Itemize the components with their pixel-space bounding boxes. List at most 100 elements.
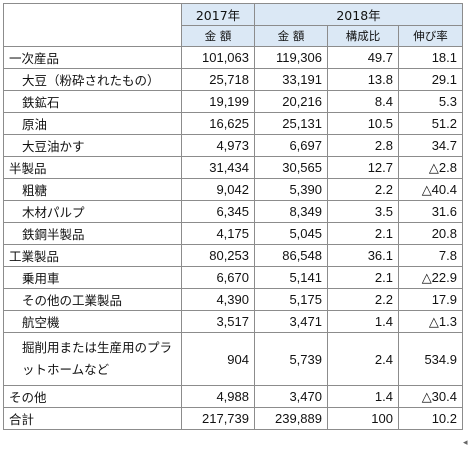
header-growth: 伸び率 [398, 25, 463, 47]
share-cell: 10.5 [327, 112, 399, 135]
row-label: 鉄鉱石 [3, 90, 182, 113]
amount-2018-cell: 3,470 [254, 385, 328, 408]
share-cell: 1.4 [327, 310, 399, 333]
growth-cell: 7.8 [398, 244, 463, 267]
growth-cell: 17.9 [398, 288, 463, 311]
table-row: 鉄鋼半製品 4,175 5,045 2.1 20.8 [3, 222, 463, 245]
amount-2017-cell: 4,973 [181, 134, 255, 157]
growth-cell: 10.2 [398, 407, 463, 430]
growth-cell: △2.8 [398, 156, 463, 179]
amount-2017-cell: 6,345 [181, 200, 255, 223]
table-row: 工業製品 80,253 86,548 36.1 7.8 [3, 244, 463, 267]
amount-2017-cell: 16,625 [181, 112, 255, 135]
table-row: 粗糖 9,042 5,390 2.2 △40.4 [3, 178, 463, 201]
amount-2017-cell: 4,175 [181, 222, 255, 245]
amount-2018-cell: 8,349 [254, 200, 328, 223]
row-label: 大豆油かす [3, 134, 182, 157]
share-cell: 2.1 [327, 266, 399, 289]
share-cell: 2.1 [327, 222, 399, 245]
amount-2017-cell: 4,390 [181, 288, 255, 311]
share-cell: 12.7 [327, 156, 399, 179]
growth-cell: 31.6 [398, 200, 463, 223]
table-row: 航空機 3,517 3,471 1.4 △1.3 [3, 310, 463, 333]
row-label: 木材パルプ [3, 200, 182, 223]
amount-2017-cell: 25,718 [181, 68, 255, 91]
share-cell: 2.4 [327, 332, 399, 386]
table-row: 掘削用または生産用のプラットホームなど 904 5,739 2.4 534.9 [3, 332, 463, 386]
growth-cell: △30.4 [398, 385, 463, 408]
header-row-columns: 金 額 金 額 構成比 伸び率 [4, 25, 463, 47]
amount-2017-cell: 101,063 [181, 46, 255, 69]
share-cell: 36.1 [327, 244, 399, 267]
table-body: 一次産品 101,063 119,306 49.7 18.1 大豆（粉砕されたもの） 25,… [3, 46, 463, 430]
header-corner [3, 3, 182, 47]
table-row: その他の工業製品 4,390 5,175 2.2 17.9 [3, 288, 463, 311]
row-label: その他の工業製品 [3, 288, 182, 311]
amount-2017-cell: 31,434 [181, 156, 255, 179]
growth-cell: △40.4 [398, 178, 463, 201]
amount-2017-cell: 3,517 [181, 310, 255, 333]
header-amount-2017: 金 額 [181, 25, 255, 47]
amount-2018-cell: 3,471 [254, 310, 328, 333]
amount-2018-cell: 25,131 [254, 112, 328, 135]
amount-2017-cell: 904 [181, 332, 255, 386]
header-amount-2018: 金 額 [254, 25, 328, 47]
amount-2018-cell: 86,548 [254, 244, 328, 267]
share-cell: 13.8 [327, 68, 399, 91]
table-row: 大豆油かす 4,973 6,697 2.8 34.7 [3, 134, 463, 157]
growth-cell: 51.2 [398, 112, 463, 135]
row-label: 半製品 [3, 156, 182, 179]
row-label: 掘削用または生産用のプラットホームなど [3, 332, 182, 386]
row-label: 大豆（粉砕されたもの） [3, 68, 182, 91]
amount-2018-cell: 5,175 [254, 288, 328, 311]
amount-2018-cell: 5,739 [254, 332, 328, 386]
table-row: 合計 217,739 239,889 100 10.2 [3, 407, 463, 430]
share-cell: 3.5 [327, 200, 399, 223]
growth-cell: 34.7 [398, 134, 463, 157]
share-cell: 100 [327, 407, 399, 430]
row-label: 航空機 [3, 310, 182, 333]
amount-2018-cell: 239,889 [254, 407, 328, 430]
amount-2017-cell: 80,253 [181, 244, 255, 267]
amount-2018-cell: 5,141 [254, 266, 328, 289]
amount-2017-cell: 6,670 [181, 266, 255, 289]
share-cell: 49.7 [327, 46, 399, 69]
table-row: 原油 16,625 25,131 10.5 51.2 [3, 112, 463, 135]
growth-cell: 18.1 [398, 46, 463, 69]
share-cell: 2.2 [327, 288, 399, 311]
row-label: 合計 [3, 407, 182, 430]
row-label: 粗糖 [3, 178, 182, 201]
growth-cell: △1.3 [398, 310, 463, 333]
growth-cell: △22.9 [398, 266, 463, 289]
growth-cell: 20.8 [398, 222, 463, 245]
amount-2017-cell: 19,199 [181, 90, 255, 113]
row-label: 一次産品 [3, 46, 182, 69]
table-row: 大豆（粉砕されたもの） 25,718 33,191 13.8 29.1 [3, 68, 463, 91]
table-row: 一次産品 101,063 119,306 49.7 18.1 [3, 46, 463, 69]
amount-2018-cell: 6,697 [254, 134, 328, 157]
amount-2018-cell: 5,045 [254, 222, 328, 245]
row-label: 鉄鋼半製品 [3, 222, 182, 245]
amount-2018-cell: 20,216 [254, 90, 328, 113]
row-label: 原油 [3, 112, 182, 135]
header-year-2017: 2017年 [181, 3, 255, 26]
share-cell: 1.4 [327, 385, 399, 408]
table-row: 木材パルプ 6,345 8,349 3.5 31.6 [3, 200, 463, 223]
share-cell: 8.4 [327, 90, 399, 113]
amount-2018-cell: 30,565 [254, 156, 328, 179]
amount-2018-cell: 5,390 [254, 178, 328, 201]
table-row: 乗用車 6,670 5,141 2.1 △22.9 [3, 266, 463, 289]
row-label: 乗用車 [3, 266, 182, 289]
header-row-years: 2017年 2018年 [3, 3, 463, 47]
header-share: 構成比 [327, 25, 399, 47]
cell-end-marker: ◂ [463, 438, 468, 448]
row-label: 工業製品 [3, 244, 182, 267]
amount-2017-cell: 217,739 [181, 407, 255, 430]
table-row: 鉄鉱石 19,199 20,216 8.4 5.3 [3, 90, 463, 113]
amount-2018-cell: 119,306 [254, 46, 328, 69]
export-table: 2017年 2018年 金 額 金 額 構成比 伸び率 一次産品 101,063 1… [3, 3, 463, 430]
growth-cell: 29.1 [398, 68, 463, 91]
amount-2017-cell: 9,042 [181, 178, 255, 201]
table-row: 半製品 31,434 30,565 12.7 △2.8 [3, 156, 463, 179]
amount-2017-cell: 4,988 [181, 385, 255, 408]
